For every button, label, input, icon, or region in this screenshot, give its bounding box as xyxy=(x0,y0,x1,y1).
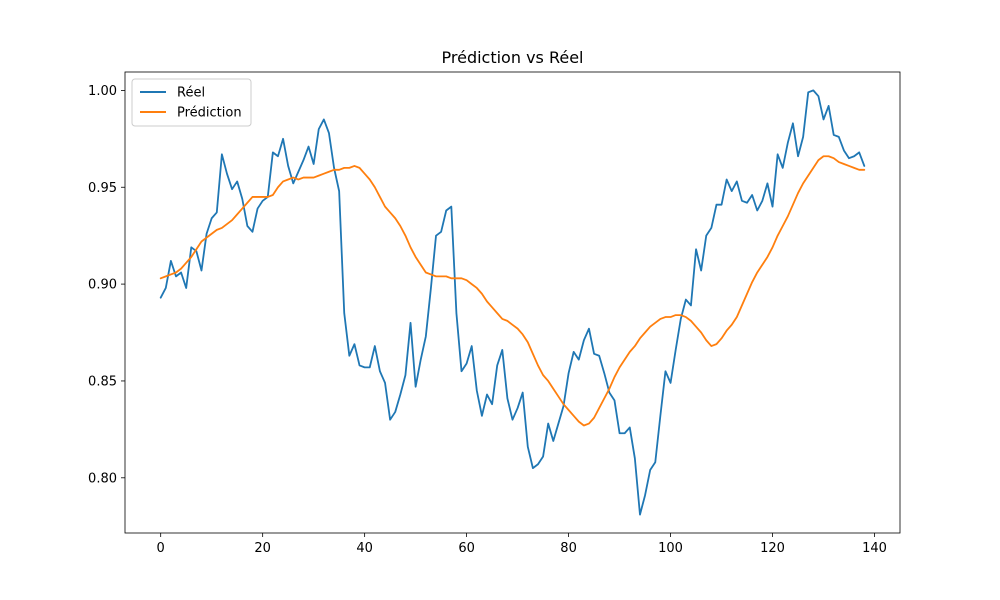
y-tick-label: 0.95 xyxy=(88,181,117,196)
y-axis: 0.80 0.85 0.90 0.95 1.00 xyxy=(88,84,125,486)
series-line-prediction xyxy=(159,155,866,427)
x-tick-label: 60 xyxy=(458,541,475,556)
legend-box xyxy=(131,78,252,127)
series-line-reel xyxy=(159,89,866,516)
legend: Réel Prédiction xyxy=(131,78,252,127)
x-tick-label: 20 xyxy=(254,541,271,556)
chart-title: Prédiction vs Réel xyxy=(442,48,584,67)
x-tick-label: 80 xyxy=(560,541,577,556)
x-tick-label: 140 xyxy=(862,541,887,556)
x-tick-label: 0 xyxy=(157,541,165,556)
y-tick-label: 0.85 xyxy=(88,374,117,389)
plot-frame xyxy=(124,71,901,534)
y-tick-label: 1.00 xyxy=(88,84,117,99)
x-tick-label: 120 xyxy=(760,541,785,556)
y-tick-label: 0.80 xyxy=(88,471,117,486)
legend-label-prediction: Prédiction xyxy=(177,106,242,121)
plot-lines xyxy=(159,89,866,516)
x-tick-label: 40 xyxy=(356,541,373,556)
x-tick-label: 100 xyxy=(658,541,683,556)
legend-label-reel: Réel xyxy=(177,86,205,101)
x-axis: 0 20 40 60 80 100 120 140 xyxy=(157,533,887,556)
y-tick-label: 0.90 xyxy=(88,278,117,293)
